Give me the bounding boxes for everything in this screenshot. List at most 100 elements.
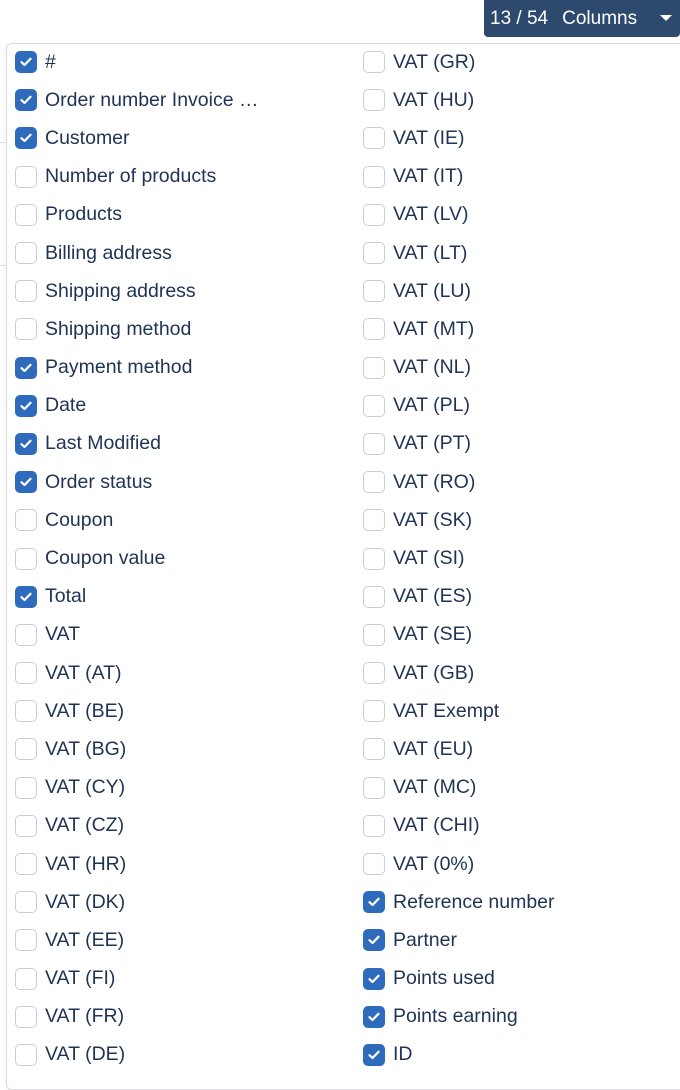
column-option-points-used[interactable]: Points used	[363, 960, 555, 998]
checkbox[interactable]	[363, 623, 385, 646]
column-option-vat-cy[interactable]: VAT (CY)	[15, 769, 259, 807]
checkbox[interactable]	[15, 394, 37, 417]
checkbox[interactable]	[15, 623, 37, 646]
column-option-products[interactable]: Products	[15, 196, 259, 234]
checkbox[interactable]	[15, 700, 37, 723]
column-option-vat-gr[interactable]: VAT (GR)	[363, 43, 555, 81]
checkbox[interactable]	[15, 280, 37, 303]
checkbox[interactable]	[363, 929, 385, 952]
column-option-points-earning[interactable]: Points earning	[363, 998, 555, 1036]
column-option-last-modified[interactable]: Last Modified	[15, 425, 259, 463]
column-option-vat-ie[interactable]: VAT (IE)	[363, 119, 555, 157]
column-option-vat-pt[interactable]: VAT (PT)	[363, 425, 555, 463]
column-option-vat-nl[interactable]: VAT (NL)	[363, 349, 555, 387]
column-option-id[interactable]: ID	[363, 1036, 555, 1074]
checkbox[interactable]	[15, 242, 37, 265]
checkbox[interactable]	[363, 1005, 385, 1028]
column-option-vat-ee[interactable]: VAT (EE)	[15, 921, 259, 959]
checkbox[interactable]	[363, 814, 385, 837]
column-option-vat-exempt[interactable]: VAT Exempt	[363, 692, 555, 730]
checkbox[interactable]	[363, 394, 385, 417]
checkbox[interactable]	[15, 585, 37, 608]
column-option-billing-address[interactable]: Billing address	[15, 234, 259, 272]
checkbox[interactable]	[15, 1043, 37, 1066]
column-option-total[interactable]: Total	[15, 578, 259, 616]
checkbox[interactable]	[15, 814, 37, 837]
column-option-vat-0[interactable]: VAT (0%)	[363, 845, 555, 883]
checkbox[interactable]	[15, 891, 37, 914]
column-option-vat-de[interactable]: VAT (DE)	[15, 1036, 259, 1074]
checkbox[interactable]	[363, 853, 385, 876]
column-option-vat-fr[interactable]: VAT (FR)	[15, 998, 259, 1036]
column-option-vat[interactable]: VAT	[15, 616, 259, 654]
checkbox[interactable]	[363, 356, 385, 379]
checkbox[interactable]	[15, 318, 37, 341]
checkbox[interactable]	[363, 967, 385, 990]
checkbox[interactable]	[363, 509, 385, 532]
column-option-coupon-value[interactable]: Coupon value	[15, 539, 259, 577]
checkbox[interactable]	[363, 165, 385, 188]
column-option-number-of-products[interactable]: Number of products	[15, 158, 259, 196]
checkbox[interactable]	[363, 127, 385, 150]
checkbox[interactable]	[15, 1005, 37, 1028]
column-option-vat-fi[interactable]: VAT (FI)	[15, 960, 259, 998]
column-option-payment-method[interactable]: Payment method	[15, 349, 259, 387]
checkbox[interactable]	[363, 662, 385, 685]
column-option-vat-ro[interactable]: VAT (RO)	[363, 463, 555, 501]
column-option-partner[interactable]: Partner	[363, 921, 555, 959]
column-option-vat-cz[interactable]: VAT (CZ)	[15, 807, 259, 845]
column-option-vat-eu[interactable]: VAT (EU)	[363, 730, 555, 768]
column-option-vat-dk[interactable]: VAT (DK)	[15, 883, 259, 921]
checkbox[interactable]	[363, 203, 385, 226]
checkbox[interactable]	[15, 471, 37, 494]
checkbox[interactable]	[15, 547, 37, 570]
checkbox[interactable]	[15, 509, 37, 532]
checkbox[interactable]	[363, 891, 385, 914]
column-option-hash[interactable]: #	[15, 43, 259, 81]
column-option-vat-it[interactable]: VAT (IT)	[363, 158, 555, 196]
column-option-date[interactable]: Date	[15, 387, 259, 425]
column-option-vat-se[interactable]: VAT (SE)	[363, 616, 555, 654]
checkbox[interactable]	[363, 280, 385, 303]
checkbox[interactable]	[363, 242, 385, 265]
checkbox[interactable]	[15, 929, 37, 952]
checkbox[interactable]	[363, 776, 385, 799]
column-option-order-number-invoice[interactable]: Order number Invoice …	[15, 81, 259, 119]
checkbox[interactable]	[363, 318, 385, 341]
column-option-vat-gb[interactable]: VAT (GB)	[363, 654, 555, 692]
column-option-order-status[interactable]: Order status	[15, 463, 259, 501]
checkbox[interactable]	[363, 471, 385, 494]
column-option-vat-bg[interactable]: VAT (BG)	[15, 730, 259, 768]
checkbox[interactable]	[15, 662, 37, 685]
columns-dropdown-button[interactable]: 13 / 54 Columns	[484, 0, 680, 37]
checkbox[interactable]	[363, 547, 385, 570]
column-option-vat-hu[interactable]: VAT (HU)	[363, 81, 555, 119]
column-option-vat-lt[interactable]: VAT (LT)	[363, 234, 555, 272]
checkbox[interactable]	[15, 776, 37, 799]
column-option-vat-chi[interactable]: VAT (CHI)	[363, 807, 555, 845]
column-option-vat-mc[interactable]: VAT (MC)	[363, 769, 555, 807]
column-option-coupon[interactable]: Coupon	[15, 501, 259, 539]
column-option-reference-number[interactable]: Reference number	[363, 883, 555, 921]
checkbox[interactable]	[15, 203, 37, 226]
checkbox[interactable]	[15, 356, 37, 379]
checkbox[interactable]	[15, 853, 37, 876]
column-option-vat-be[interactable]: VAT (BE)	[15, 692, 259, 730]
checkbox[interactable]	[363, 700, 385, 723]
column-option-vat-sk[interactable]: VAT (SK)	[363, 501, 555, 539]
column-option-vat-lu[interactable]: VAT (LU)	[363, 272, 555, 310]
checkbox[interactable]	[363, 51, 385, 74]
checkbox[interactable]	[15, 51, 37, 74]
checkbox[interactable]	[363, 432, 385, 455]
column-option-vat-lv[interactable]: VAT (LV)	[363, 196, 555, 234]
checkbox[interactable]	[363, 738, 385, 761]
column-option-shipping-method[interactable]: Shipping method	[15, 310, 259, 348]
column-option-shipping-address[interactable]: Shipping address	[15, 272, 259, 310]
column-option-vat-es[interactable]: VAT (ES)	[363, 578, 555, 616]
checkbox[interactable]	[15, 738, 37, 761]
checkbox[interactable]	[363, 1043, 385, 1066]
checkbox[interactable]	[15, 967, 37, 990]
column-option-vat-hr[interactable]: VAT (HR)	[15, 845, 259, 883]
column-option-vat-at[interactable]: VAT (AT)	[15, 654, 259, 692]
checkbox[interactable]	[15, 165, 37, 188]
